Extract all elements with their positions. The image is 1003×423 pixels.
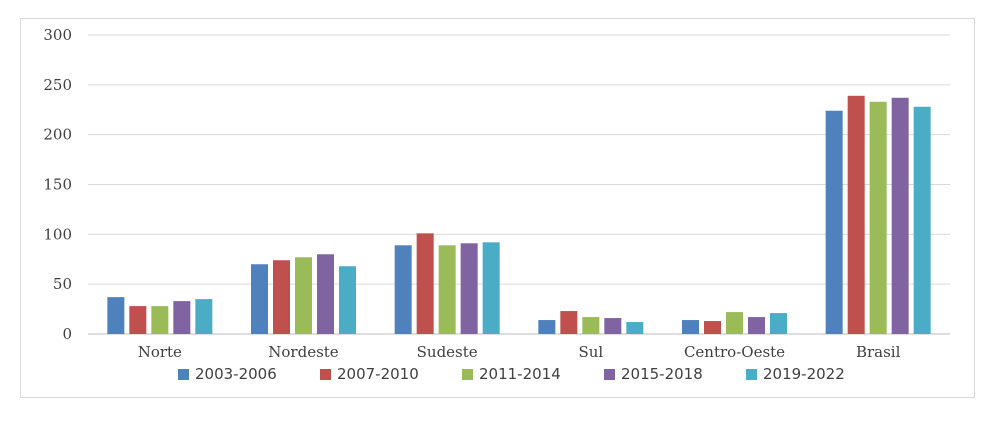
bar-2003-2006-Brasil: 2003-2006 Brasil: 224 [825, 110, 843, 334]
y-tick-label: 0 [62, 325, 72, 343]
bar-2019-2022-Norte: 2019-2022 Norte: 35 [195, 299, 213, 334]
legend-label: 2011-2014 [479, 365, 561, 383]
bar-2019-2022-Brasil: 2019-2022 Brasil: 228 [913, 106, 931, 334]
bar-2007-2010-Norte: 2007-2010 Norte: 28 [129, 306, 147, 334]
legend-swatch [178, 369, 189, 380]
legend-label: 2015-2018 [621, 365, 703, 383]
bar-2003-2006-Nordeste: 2003-2006 Nordeste: 70 [251, 264, 268, 334]
bar-2011-2014-Sul: 2011-2014 Sul: 17 [582, 317, 600, 334]
bars: 2003-2006 Norte: 372007-2010 Norte: 2820… [107, 95, 931, 335]
bar-2019-2022-Sul: 2019-2022 Sul: 12 [626, 322, 644, 334]
bar-2015-2018-Centro-Oeste: 2015-2018 Centro-Oeste: 17 [748, 317, 765, 334]
y-tick-label: 50 [53, 275, 72, 293]
bar-2003-2006-Sul: 2003-2006 Sul: 14 [538, 320, 556, 334]
legend-item: 2007-2010 [320, 365, 419, 383]
bar-2007-2010-Sul: 2007-2010 Sul: 23 [560, 311, 578, 334]
y-tick-label: 200 [43, 126, 72, 144]
legend-swatch [462, 369, 473, 380]
bar-2007-2010-Sudeste: 2007-2010 Sudeste: 101 [416, 233, 434, 334]
legend-item: 2011-2014 [462, 365, 561, 383]
x-category-label: Nordeste [268, 343, 339, 361]
x-category-label: Sudeste [417, 343, 478, 361]
bar-2015-2018-Sudeste: 2015-2018 Sudeste: 91 [460, 243, 478, 334]
y-tick-label: 300 [43, 26, 72, 44]
legend-item: 2019-2022 [746, 365, 845, 383]
legend: 2003-2006 2007-2010 2011-2014 2015-2018 2019… [178, 365, 845, 383]
bar-2003-2006-Centro-Oeste: 2003-2006 Centro-Oeste: 14 [682, 320, 699, 334]
gridlines [88, 34, 950, 335]
legend-swatch [604, 369, 615, 380]
bar-2015-2018-Brasil: 2015-2018 Brasil: 237 [891, 97, 909, 334]
bar-2007-2010-Nordeste: 2007-2010 Nordeste: 74 [273, 260, 290, 334]
bar-2015-2018-Nordeste: 2015-2018 Nordeste: 80 [317, 254, 334, 334]
bar-2011-2014-Brasil: 2011-2014 Brasil: 233 [869, 101, 887, 334]
bar-2019-2022-Sudeste: 2019-2022 Sudeste: 92 [482, 242, 500, 334]
bar-2007-2010-Centro-Oeste: 2007-2010 Centro-Oeste: 13 [704, 321, 721, 334]
bar-2003-2006-Sudeste: 2003-2006 Sudeste: 89 [394, 245, 412, 334]
legend-label: 2019-2022 [763, 365, 845, 383]
bar-2015-2018-Norte: 2015-2018 Norte: 33 [173, 301, 191, 334]
y-tick-label: 250 [43, 76, 72, 94]
x-category-label: Sul [578, 343, 603, 361]
bar-2003-2006-Norte: 2003-2006 Norte: 37 [107, 297, 125, 334]
legend-swatch [746, 369, 757, 380]
legend-swatch [320, 369, 331, 380]
bar-2015-2018-Sul: 2015-2018 Sul: 16 [604, 318, 622, 334]
x-category-label: Centro-Oeste [684, 343, 785, 361]
legend-label: 2003-2006 [195, 365, 277, 383]
legend-item: 2015-2018 [604, 365, 703, 383]
bar-2011-2014-Centro-Oeste: 2011-2014 Centro-Oeste: 22 [726, 312, 743, 334]
bar-2019-2022-Centro-Oeste: 2019-2022 Centro-Oeste: 21 [770, 313, 787, 334]
y-tick-label: 150 [43, 176, 72, 194]
bar-2007-2010-Brasil: 2007-2010 Brasil: 239 [847, 95, 865, 335]
bar-2011-2014-Nordeste: 2011-2014 Nordeste: 77 [295, 257, 312, 334]
bar-2011-2014-Sudeste: 2011-2014 Sudeste: 89 [438, 245, 456, 334]
legend-label: 2007-2010 [337, 365, 419, 383]
chart-frame [20, 18, 975, 398]
bar-2011-2014-Norte: 2011-2014 Norte: 28 [151, 306, 169, 334]
y-axis-tick-labels: 0 50 100 150 200 250 300 [43, 26, 72, 343]
y-tick-label: 100 [43, 225, 72, 243]
x-category-label: Brasil [856, 343, 901, 361]
x-category-label: Norte [138, 343, 182, 361]
legend-item: 2003-2006 [178, 365, 277, 383]
x-axis: Norte Nordeste Sudeste Sul Centro-Oeste Brasi… [138, 343, 901, 361]
bar-2019-2022-Nordeste: 2019-2022 Nordeste: 68 [339, 266, 356, 334]
